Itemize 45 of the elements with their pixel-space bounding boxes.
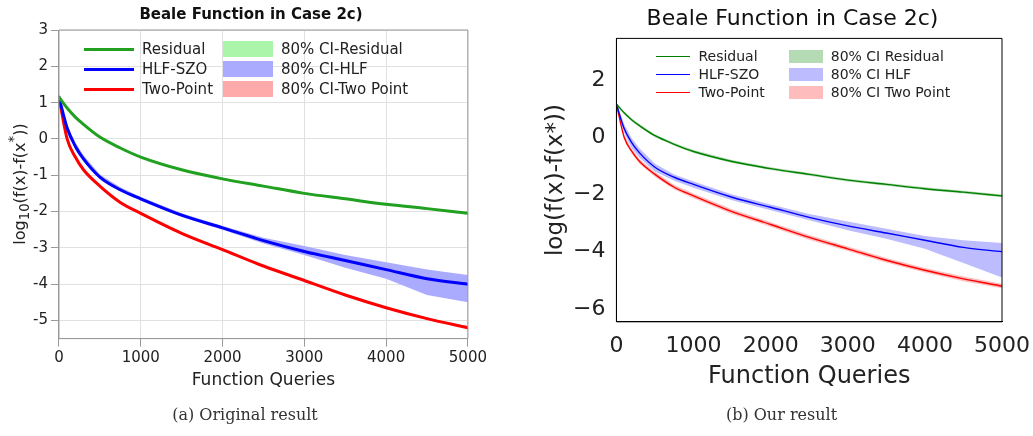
x-tick-label: 4000	[896, 331, 953, 357]
text: (b) Our result	[724, 405, 839, 424]
chart-title: Beale Function in Case 2c)	[646, 4, 939, 30]
x-tick-label: 3000	[819, 331, 876, 357]
y-tick-label: -3	[32, 237, 48, 256]
y-tick-label: 2	[38, 56, 48, 75]
y-tick-label: -4	[32, 274, 48, 293]
text: (a) Original result	[171, 405, 319, 424]
legend-label: 80% CI HLF	[830, 66, 912, 83]
y-tick-label: −2	[572, 180, 606, 206]
y-tick-label: −6	[572, 294, 606, 320]
legend-label: Residual	[141, 40, 206, 58]
y-tick-label: 0	[38, 128, 48, 147]
y-tick-label: -5	[32, 310, 48, 329]
x-tick-label: 1000	[121, 348, 160, 367]
y-tick-label: 0	[591, 122, 606, 148]
y-tick-label: −4	[572, 237, 606, 263]
legend-label: 80% CI Residual	[830, 48, 944, 65]
x-tick-label: 3000	[285, 348, 324, 367]
x-tick-label: 0	[609, 331, 624, 357]
legend-label: 80% CI-Residual	[281, 40, 403, 58]
x-axis-title: Function Queries	[708, 360, 911, 389]
y-tick-label: 2	[591, 65, 606, 91]
chart-title: Beale Function in Case 2c)	[139, 4, 363, 23]
y-tick-label: -2	[32, 201, 48, 220]
x-tick-label: 5000	[974, 331, 1031, 357]
legend-label: HLF-SZO	[698, 66, 760, 83]
x-tick-label: 1000	[665, 331, 722, 357]
y-tick-label: 3	[38, 19, 48, 38]
y-axis-title: log(f(x)-f(x*))	[541, 104, 567, 257]
legend-label: Two-Point	[698, 84, 765, 101]
x-tick-label: 2000	[203, 348, 242, 367]
legend-label: HLF-SZO	[141, 60, 208, 78]
x-tick-label: 4000	[367, 348, 406, 367]
x-tick-label: 2000	[742, 331, 799, 357]
x-tick-label: 5000	[448, 348, 488, 367]
legend-label: 80% CI Two Point	[830, 84, 951, 101]
y-tick-label: -1	[32, 165, 48, 184]
legend-label: Residual	[698, 48, 758, 65]
legend-label: 80% CI-Two Point	[281, 80, 409, 98]
x-tick-label: 0	[54, 348, 64, 367]
y-tick-label: 1	[38, 92, 48, 111]
x-axis-title: Function Queries	[191, 369, 336, 390]
legend-label: Two-Point	[141, 80, 214, 98]
legend-label: 80% CI-HLF	[281, 60, 368, 78]
